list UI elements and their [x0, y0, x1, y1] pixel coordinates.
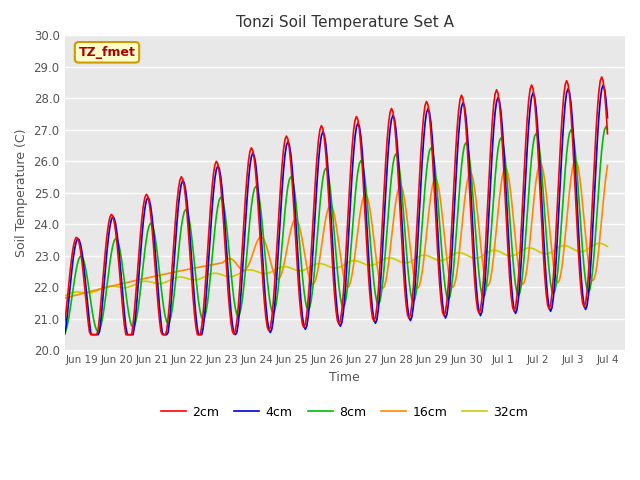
- 4cm: [52, 332, 60, 337]
- 4cm: [94, 332, 102, 337]
- 8cm: [341, 301, 349, 307]
- 2cm: [598, 74, 605, 80]
- Line: 8cm: 8cm: [47, 126, 607, 335]
- 4cm: [341, 294, 349, 300]
- 2cm: [51, 332, 58, 337]
- 4cm: [43, 272, 51, 277]
- 8cm: [94, 328, 102, 334]
- 16cm: [572, 158, 579, 164]
- 2cm: [341, 270, 349, 276]
- 2cm: [43, 280, 51, 286]
- 4cm: [435, 237, 442, 243]
- Line: 4cm: 4cm: [47, 85, 607, 335]
- Title: Tonzi Soil Temperature Set A: Tonzi Soil Temperature Set A: [236, 15, 454, 30]
- 32cm: [339, 263, 347, 268]
- Legend: 2cm, 4cm, 8cm, 16cm, 32cm: 2cm, 4cm, 8cm, 16cm, 32cm: [156, 401, 533, 424]
- 8cm: [602, 123, 610, 129]
- 8cm: [56, 329, 64, 335]
- 8cm: [604, 126, 611, 132]
- Line: 32cm: 32cm: [47, 243, 607, 303]
- 32cm: [604, 243, 611, 249]
- 16cm: [339, 272, 347, 277]
- 16cm: [604, 163, 611, 168]
- 8cm: [275, 276, 283, 282]
- 4cm: [417, 185, 424, 191]
- 8cm: [43, 273, 51, 279]
- 2cm: [94, 327, 102, 333]
- 16cm: [56, 297, 64, 302]
- 32cm: [56, 296, 64, 301]
- 4cm: [604, 115, 611, 120]
- 16cm: [415, 284, 423, 289]
- Line: 2cm: 2cm: [47, 77, 607, 335]
- 2cm: [435, 259, 442, 265]
- 2cm: [417, 154, 424, 159]
- 16cm: [93, 287, 100, 293]
- 32cm: [274, 265, 282, 271]
- 16cm: [433, 177, 440, 183]
- 32cm: [93, 288, 100, 294]
- 8cm: [435, 201, 442, 206]
- 8cm: [58, 332, 65, 337]
- 2cm: [275, 206, 283, 212]
- 32cm: [415, 253, 423, 259]
- Line: 16cm: 16cm: [47, 161, 607, 303]
- 2cm: [58, 332, 65, 337]
- Y-axis label: Soil Temperature (C): Soil Temperature (C): [15, 129, 28, 257]
- 4cm: [599, 83, 607, 88]
- 32cm: [595, 240, 603, 246]
- 2cm: [604, 131, 611, 137]
- X-axis label: Time: Time: [330, 371, 360, 384]
- 32cm: [43, 300, 51, 306]
- 4cm: [58, 332, 65, 337]
- 4cm: [275, 235, 283, 241]
- Text: TZ_fmet: TZ_fmet: [79, 46, 136, 59]
- 16cm: [43, 300, 51, 306]
- 32cm: [433, 257, 440, 263]
- 8cm: [417, 242, 424, 248]
- 16cm: [274, 276, 282, 282]
